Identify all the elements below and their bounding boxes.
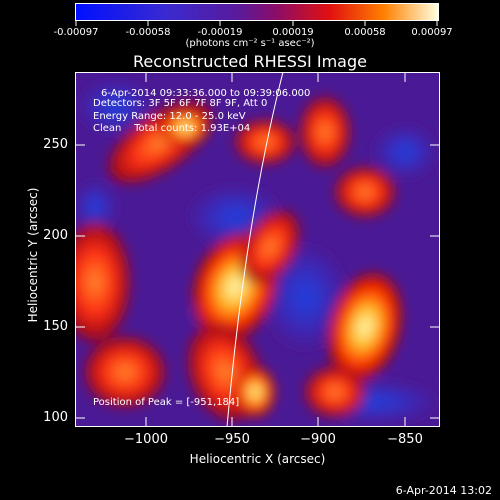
colorbar-label: 0.00097 xyxy=(411,27,453,38)
peak-position-text: Position of Peak = [-951,184] xyxy=(93,397,240,408)
plot-title: Reconstructed RHESSI Image xyxy=(133,52,367,71)
colorbar-label: -0.00058 xyxy=(125,27,171,38)
y-tick-label: 200 xyxy=(43,228,68,243)
rhessi-image xyxy=(75,72,440,427)
x-tick-label: −950 xyxy=(214,432,250,447)
colorbar-label: -0.00019 xyxy=(197,27,243,38)
colorbar-label: -0.00097 xyxy=(53,27,99,38)
x-tick-label: −850 xyxy=(387,432,423,447)
timestamp: 6-Apr-2014 13:02 xyxy=(395,484,492,497)
y-tick-label: 250 xyxy=(43,137,68,152)
colorbar-units: (photons cm⁻² s⁻¹ asec⁻²) xyxy=(185,38,315,49)
time-range-text: 6-Apr-2014 09:33:36.000 to 09:39:06.000 xyxy=(101,88,311,99)
x-tick-label: −900 xyxy=(300,432,336,447)
x-axis-label: Heliocentric X (arcsec) xyxy=(189,452,326,466)
energy-range-text: Energy Range: 12.0 - 25.0 keV xyxy=(93,111,246,122)
y-axis-label: Heliocentric Y (arcsec) xyxy=(26,187,40,323)
colorbar-label: 0.00058 xyxy=(344,27,386,38)
y-tick-label: 100 xyxy=(43,410,68,425)
colorbar xyxy=(75,3,439,21)
colorbar-ticks xyxy=(75,20,438,26)
colorbar-label: 0.00019 xyxy=(272,27,314,38)
clean-counts-text: Clean Total counts: 1.93E+04 xyxy=(93,123,251,134)
x-tick-label: −1000 xyxy=(124,432,168,447)
detectors-text: Detectors: 3F 5F 6F 7F 8F 9F, Att 0 xyxy=(93,98,268,109)
solar-limb-line xyxy=(226,72,284,427)
y-tick-label: 150 xyxy=(43,319,68,334)
